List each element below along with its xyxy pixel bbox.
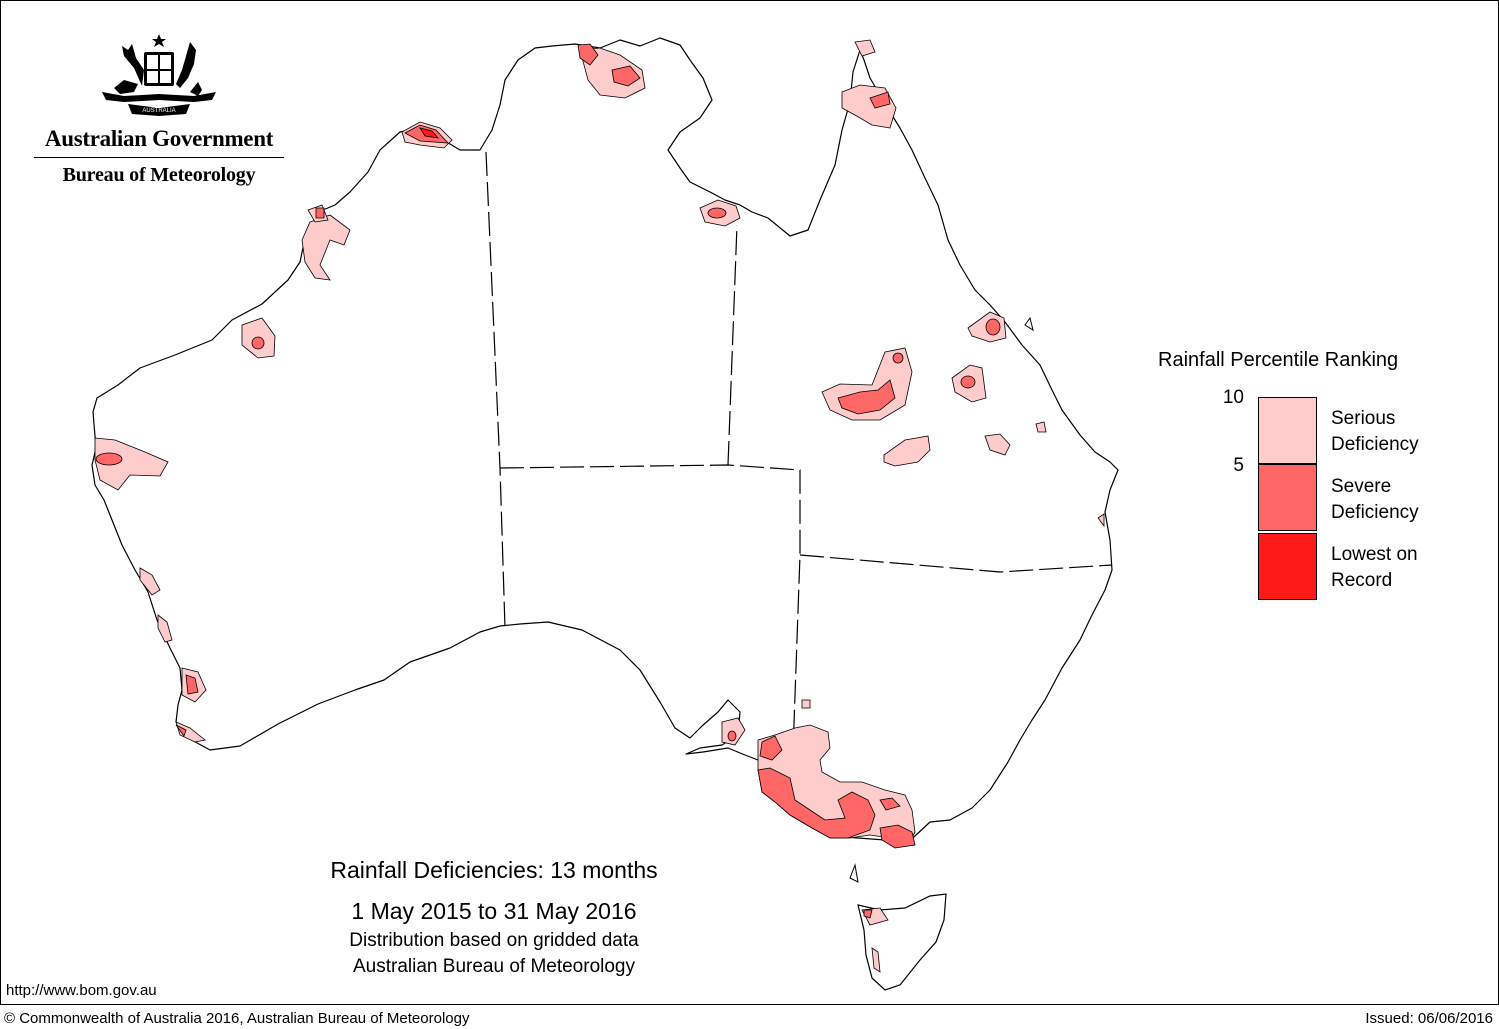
legend-label-lowest-line2: Record xyxy=(1331,570,1393,591)
legend-label-lowest-line1: Lowest on xyxy=(1331,544,1418,565)
map-period: 1 May 2015 to 31 May 2016 xyxy=(351,898,637,924)
region-severe xyxy=(960,375,976,389)
region-lowest xyxy=(419,127,440,139)
legend-swatch-severe xyxy=(1258,464,1317,531)
legend-label-severe: Severe Deficiency xyxy=(1331,474,1471,526)
island xyxy=(849,863,859,883)
legend-tick-5: 5 xyxy=(1233,455,1244,476)
region-severe xyxy=(879,824,916,849)
region-serious xyxy=(94,437,169,491)
bureau-name: Bureau of Meteorology xyxy=(62,164,256,186)
region-severe xyxy=(175,724,187,737)
australia-map xyxy=(91,37,1119,991)
region-severe xyxy=(315,207,325,219)
region-severe xyxy=(707,207,727,219)
header-divider xyxy=(34,157,284,158)
legend-title: Rainfall Percentile Ranking xyxy=(1158,349,1399,371)
mainland-coastline xyxy=(91,37,1119,846)
map-source: Australian Bureau of Meteorology xyxy=(353,956,635,977)
region-severe xyxy=(863,909,873,919)
svg-text:AUSTRALIA: AUSTRALIA xyxy=(142,108,175,114)
region-severe xyxy=(879,797,901,811)
region-serious xyxy=(883,435,931,467)
island xyxy=(1024,316,1034,332)
state-borders xyxy=(485,151,1113,781)
bom-url-link[interactable]: http://www.bom.gov.au xyxy=(6,982,157,999)
legend-swatch-lowest xyxy=(1258,533,1317,600)
region-severe xyxy=(727,730,737,742)
deficiency-regions xyxy=(94,39,1105,973)
region-serious xyxy=(139,567,161,596)
region-severe xyxy=(611,65,641,87)
region-severe xyxy=(837,379,896,415)
legend-label-serious-line1: Serious xyxy=(1331,408,1396,429)
government-logo-block: AUSTRALIA Australian Government Bureau o… xyxy=(30,30,288,187)
region-serious xyxy=(801,699,811,709)
government-name: Australian Government xyxy=(44,126,274,151)
region-severe xyxy=(95,452,123,466)
region-severe xyxy=(185,674,199,695)
legend-label-severe-line2: Deficiency xyxy=(1331,502,1419,523)
region-severe xyxy=(892,352,904,364)
legend-tick-10: 10 xyxy=(1222,387,1244,408)
region-serious xyxy=(157,614,173,643)
legend-label-lowest: Lowest on Record xyxy=(1331,542,1471,594)
legend-label-serious-line2: Deficiency xyxy=(1331,434,1419,455)
legend-label-severe-line1: Severe xyxy=(1331,476,1392,497)
legend-label-serious: Serious Deficiency xyxy=(1331,406,1471,458)
region-serious xyxy=(854,39,876,57)
region-serious xyxy=(984,433,1011,456)
region-severe xyxy=(869,91,891,109)
region-serious xyxy=(871,947,881,973)
legend-swatch-serious xyxy=(1258,397,1317,464)
issued-date: Issued: 06/06/2016 xyxy=(1365,1010,1493,1027)
map-title: Rainfall Deficiencies: 13 months xyxy=(330,857,658,883)
region-serious xyxy=(1035,421,1047,433)
coat-of-arms-icon: AUSTRALIA xyxy=(102,34,216,116)
region-severe xyxy=(759,735,783,761)
region-serious xyxy=(1097,513,1105,528)
region-severe xyxy=(757,767,876,839)
copyright-notice: © Commonwealth of Australia 2016, Austra… xyxy=(4,1010,470,1027)
region-severe xyxy=(985,318,1001,336)
region-severe xyxy=(577,43,599,66)
region-serious xyxy=(301,214,351,281)
region-severe xyxy=(251,336,265,350)
map-method: Distribution based on gridded data xyxy=(349,930,639,951)
tasmania-coastline xyxy=(857,893,947,991)
region-serious xyxy=(175,721,206,743)
